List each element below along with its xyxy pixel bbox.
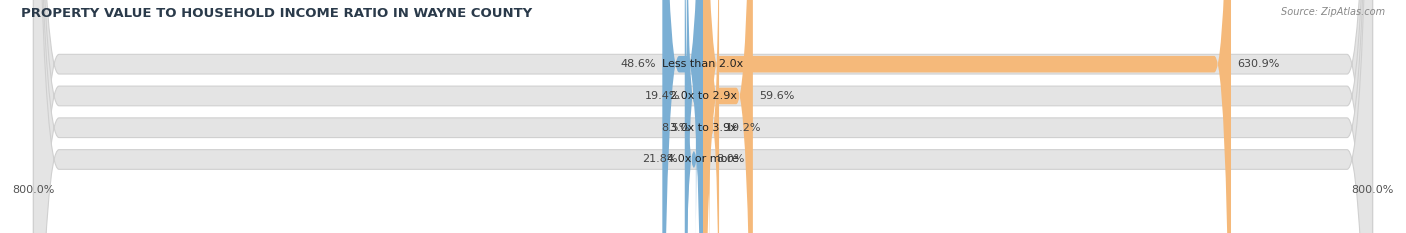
FancyBboxPatch shape xyxy=(34,0,1372,233)
Text: 8.5%: 8.5% xyxy=(661,123,689,133)
Text: 630.9%: 630.9% xyxy=(1237,59,1279,69)
Text: 4.0x or more: 4.0x or more xyxy=(668,154,738,164)
Text: 48.6%: 48.6% xyxy=(620,59,655,69)
Text: Source: ZipAtlas.com: Source: ZipAtlas.com xyxy=(1281,7,1385,17)
Text: PROPERTY VALUE TO HOUSEHOLD INCOME RATIO IN WAYNE COUNTY: PROPERTY VALUE TO HOUSEHOLD INCOME RATIO… xyxy=(21,7,533,20)
Text: 3.0x to 3.9x: 3.0x to 3.9x xyxy=(669,123,737,133)
FancyBboxPatch shape xyxy=(703,0,718,233)
FancyBboxPatch shape xyxy=(662,0,703,233)
FancyBboxPatch shape xyxy=(703,41,710,233)
FancyBboxPatch shape xyxy=(703,0,752,233)
Text: Less than 2.0x: Less than 2.0x xyxy=(662,59,744,69)
FancyBboxPatch shape xyxy=(696,1,703,233)
FancyBboxPatch shape xyxy=(34,0,1372,233)
FancyBboxPatch shape xyxy=(34,0,1372,233)
FancyBboxPatch shape xyxy=(34,0,1372,233)
Text: 21.8%: 21.8% xyxy=(643,154,678,164)
Text: 2.0x to 2.9x: 2.0x to 2.9x xyxy=(669,91,737,101)
FancyBboxPatch shape xyxy=(685,0,703,233)
Text: 19.2%: 19.2% xyxy=(725,123,761,133)
Text: 59.6%: 59.6% xyxy=(759,91,794,101)
Text: 19.4%: 19.4% xyxy=(644,91,681,101)
FancyBboxPatch shape xyxy=(686,0,703,233)
FancyBboxPatch shape xyxy=(703,0,1232,233)
Text: 8.0%: 8.0% xyxy=(717,154,745,164)
